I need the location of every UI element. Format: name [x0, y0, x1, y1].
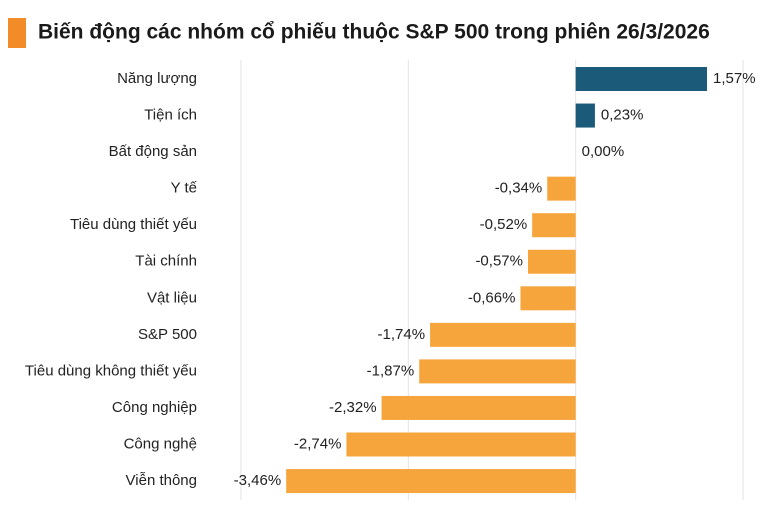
category-label: Tài chính [135, 253, 197, 270]
value-label: -1,87% [367, 362, 415, 379]
value-label: -2,74% [294, 435, 342, 452]
category-label: Năng lượng [117, 70, 197, 87]
value-label: -3,46% [234, 472, 282, 489]
category-label: Công nghệ [124, 435, 197, 452]
category-label: Viễn thông [126, 472, 197, 489]
bar [532, 213, 576, 238]
bar [286, 469, 576, 494]
category-label: Y tế [171, 180, 198, 197]
category-label: Tiện ích [144, 107, 197, 124]
bar [419, 359, 576, 384]
value-label: -0,66% [468, 289, 516, 306]
value-label: -1,74% [378, 326, 426, 343]
bar [381, 395, 576, 420]
value-label: 1,57% [713, 70, 756, 87]
category-label: Bất động sản [109, 143, 197, 160]
title-marker [8, 18, 26, 48]
category-label: S&P 500 [138, 326, 197, 343]
category-label: Công nghiệp [112, 399, 197, 416]
bar [346, 432, 576, 457]
bar [527, 249, 576, 274]
category-label: Tiêu dùng thiết yếu [70, 216, 197, 233]
chart-title: Biến động các nhóm cổ phiếu thuộc S&P 50… [38, 21, 710, 44]
bar [430, 322, 576, 347]
bar [520, 286, 576, 311]
value-label: -0,52% [480, 216, 528, 233]
category-label: Tiêu dùng không thiết yếu [25, 362, 197, 379]
bar [575, 103, 595, 128]
value-label: 0,00% [582, 143, 625, 160]
value-label: -0,34% [495, 180, 543, 197]
value-label: -0,57% [475, 253, 523, 270]
value-label: -2,32% [329, 399, 377, 416]
bar [547, 176, 576, 201]
value-label: 0,23% [601, 107, 644, 124]
bar [575, 67, 708, 91]
category-label: Vật liệu [147, 289, 197, 306]
